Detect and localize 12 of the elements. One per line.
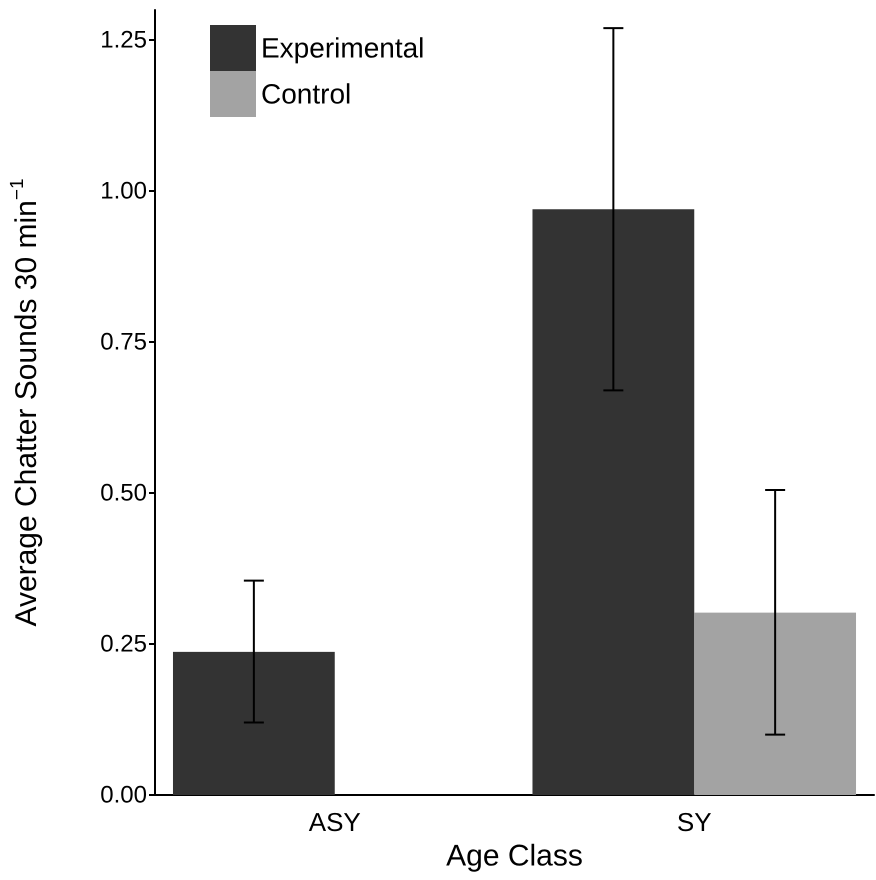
x-axis-title: Age Class — [446, 840, 583, 872]
y-tick-label: 1.25 — [100, 26, 147, 54]
y-tick-label: 0.25 — [100, 630, 147, 658]
y-tick-label: 0.00 — [100, 782, 147, 808]
y-tick-label: 1.00 — [100, 178, 147, 205]
y-axis-title: Average Chatter Sounds 30 min−1 — [7, 178, 43, 627]
x-tick-label: SY — [676, 807, 712, 837]
legend-label: Control — [261, 78, 352, 110]
y-tick-label: 0.50 — [100, 480, 147, 507]
y-tick-label: 0.75 — [100, 328, 147, 356]
legend-label: Experimental — [261, 32, 424, 64]
x-tick-label: ASY — [308, 807, 361, 837]
